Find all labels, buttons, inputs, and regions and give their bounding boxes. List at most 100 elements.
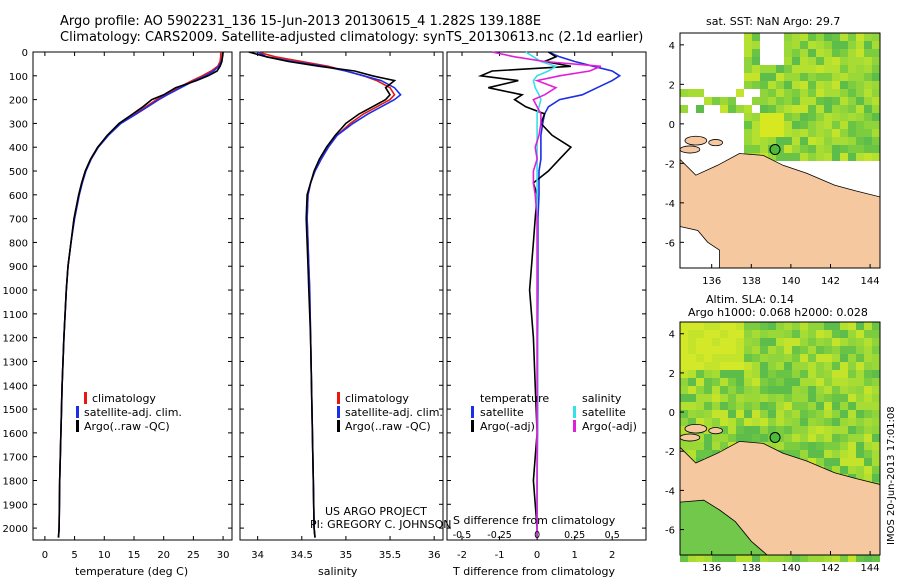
map-pixel [776, 442, 784, 450]
map-pixel [808, 410, 816, 418]
map-pixel [744, 73, 752, 81]
map-pixel [784, 105, 792, 113]
map-pixel [792, 81, 800, 89]
project-annotation: US ARGO PROJECT [325, 505, 427, 518]
map-pixel [840, 554, 848, 562]
map-pixel [808, 105, 816, 113]
map-y-tick-label: -6 [665, 238, 675, 249]
map-pixel [784, 442, 792, 450]
map-pixel [792, 322, 800, 330]
series-line-argo-raw-qc- [57, 51, 224, 538]
map-x-tick-label: 136 [702, 563, 721, 574]
map-pixel [872, 434, 880, 442]
map-pixel [864, 346, 872, 354]
map-pixel [784, 73, 792, 81]
map-pixel [808, 434, 816, 442]
map-pixel [864, 418, 872, 426]
temperature-panel: 0 5 10 15 20 25 30 [42, 51, 229, 561]
map-pixel [864, 402, 872, 410]
depth-tick-label: 1200 [3, 334, 28, 345]
pi-annotation: PI: GREGORY C. JOHNSON [310, 518, 451, 531]
map-y-tick-label: -6 [665, 526, 675, 537]
map-pixel [872, 81, 880, 89]
map-pixel [832, 426, 840, 434]
map-pixel [792, 354, 800, 362]
map-pixel [832, 65, 840, 73]
map-pixel [720, 410, 728, 418]
map-pixel [712, 418, 720, 426]
temperature-xlabel: temperature (deg C) [75, 565, 188, 578]
map-pixel [832, 362, 840, 370]
island [679, 145, 701, 154]
map-pixel [776, 338, 784, 346]
map-pixel [712, 410, 720, 418]
map-pixel [816, 129, 824, 137]
map-pixel [832, 73, 840, 81]
map-pixel [784, 330, 792, 338]
map-pixel [784, 89, 792, 97]
map-pixel [824, 402, 832, 410]
legend-label-temp-satellite: satellite [480, 406, 524, 419]
map-pixel [728, 386, 736, 394]
depth-tick-label: 1900 [3, 500, 28, 511]
map-pixel [832, 89, 840, 97]
map-pixel [792, 153, 800, 161]
map-pixel [856, 346, 864, 354]
map-pixel [856, 554, 864, 562]
map-x-tick-label: 140 [781, 276, 800, 287]
map-pixel [864, 41, 872, 49]
map-pixel [848, 73, 856, 81]
s-tick-label: -0.25 [487, 530, 512, 541]
map-pixel [872, 113, 880, 121]
depth-tick-label: 1300 [3, 357, 28, 368]
map-pixel [704, 354, 712, 362]
x-tick-label: 1 [571, 550, 577, 561]
map-pixel [872, 338, 880, 346]
map-pixel [872, 322, 880, 330]
map-pixel [712, 338, 720, 346]
map-pixel [840, 73, 848, 81]
map-y-tick-label: -4 [665, 199, 675, 210]
map-pixel [784, 450, 792, 458]
map-pixel [792, 121, 800, 129]
map-pixel [792, 554, 800, 562]
salinity-panel-frame [239, 51, 444, 541]
map-pixel [760, 378, 768, 386]
map-pixel [872, 57, 880, 65]
map-pixel [752, 354, 760, 362]
map-pixel [704, 418, 712, 426]
map-pixel [856, 322, 864, 330]
map-pixel [848, 322, 856, 330]
legend-swatch-argo [76, 420, 79, 432]
map-pixel [872, 418, 880, 426]
map-pixel [696, 450, 704, 458]
map-pixel [800, 322, 808, 330]
map-y-tick-label: 2 [669, 369, 675, 380]
map-pixel [832, 378, 840, 386]
map-pixel [856, 442, 864, 450]
map-pixel [752, 330, 760, 338]
map-pixel [800, 370, 808, 378]
map-pixel [784, 145, 792, 153]
map-pixel [688, 554, 696, 562]
map-pixel [824, 370, 832, 378]
map-pixel [792, 418, 800, 426]
map-pixel [744, 394, 752, 402]
map-pixel [816, 378, 824, 386]
map-pixel [760, 394, 768, 402]
map-pixel [800, 57, 808, 65]
map-pixel [760, 370, 768, 378]
map-pixel [744, 386, 752, 394]
map-pixel [848, 346, 856, 354]
map-pixel [776, 426, 784, 434]
map-pixel [704, 378, 712, 386]
map-pixel [808, 402, 816, 410]
map-pixel [864, 354, 872, 362]
map-pixel [800, 362, 808, 370]
map-frame [679, 321, 881, 556]
map-pixel [856, 153, 864, 161]
map-pixel [816, 105, 824, 113]
map-pixel [776, 137, 784, 145]
map-pixel [840, 129, 848, 137]
x-tick-label: 35 [340, 550, 353, 561]
